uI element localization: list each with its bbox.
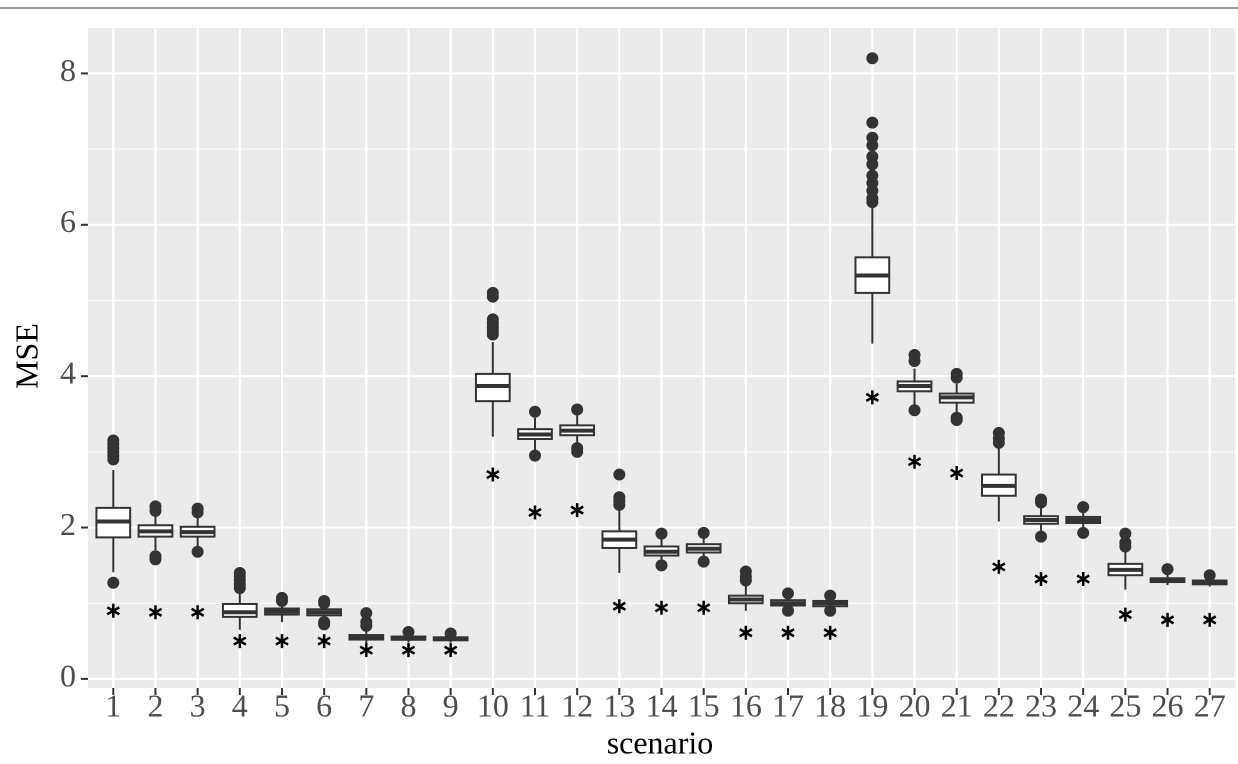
x-tick-label: 26 bbox=[1152, 687, 1184, 723]
x-tick-label: 5 bbox=[274, 687, 290, 723]
outlier bbox=[909, 355, 921, 367]
outlier bbox=[529, 406, 541, 418]
outlier bbox=[402, 626, 414, 638]
x-tick-label: 24 bbox=[1067, 687, 1099, 723]
x-tick-label: 22 bbox=[983, 687, 1015, 723]
outlier bbox=[318, 618, 330, 630]
outlier bbox=[571, 403, 583, 415]
outlier bbox=[613, 469, 625, 481]
outlier bbox=[656, 528, 668, 540]
x-tick-label: 12 bbox=[561, 687, 593, 723]
x-tick-label: 3 bbox=[190, 687, 206, 723]
outlier bbox=[698, 556, 710, 568]
outlier bbox=[149, 505, 161, 517]
outlier bbox=[866, 196, 878, 208]
outlier bbox=[1077, 501, 1089, 513]
y-tick-label: 6 bbox=[60, 203, 76, 239]
outlier bbox=[866, 139, 878, 151]
outlier bbox=[1077, 527, 1089, 539]
chart: scenario MSE 024681234567891011121314151… bbox=[0, 0, 1238, 764]
page: scenario MSE 024681234567891011121314151… bbox=[0, 0, 1238, 764]
y-tick-label: 8 bbox=[60, 52, 76, 88]
outlier bbox=[993, 437, 1005, 449]
outlier bbox=[824, 605, 836, 617]
x-tick-label: 13 bbox=[603, 687, 635, 723]
x-tick-label: 14 bbox=[646, 687, 678, 723]
x-tick-label: 15 bbox=[688, 687, 720, 723]
outlier bbox=[782, 587, 794, 599]
outlier bbox=[192, 546, 204, 558]
outlier bbox=[740, 575, 752, 587]
outlier bbox=[1204, 569, 1216, 581]
outlier bbox=[107, 453, 119, 465]
x-tick-label: 17 bbox=[772, 687, 804, 723]
outlier bbox=[824, 590, 836, 602]
x-tick-label: 6 bbox=[316, 687, 332, 723]
x-tick-label: 4 bbox=[232, 687, 248, 723]
y-tick-label: 4 bbox=[60, 355, 76, 391]
outlier bbox=[866, 158, 878, 170]
x-tick-label: 20 bbox=[899, 687, 931, 723]
outlier bbox=[318, 597, 330, 609]
outlier bbox=[529, 450, 541, 462]
x-tick-label: 7 bbox=[358, 687, 374, 723]
x-tick-label: 25 bbox=[1109, 687, 1141, 723]
outlier bbox=[234, 582, 246, 594]
outlier bbox=[866, 117, 878, 129]
x-tick-label: 21 bbox=[941, 687, 973, 723]
x-tick-label: 1 bbox=[105, 687, 121, 723]
outlier bbox=[149, 553, 161, 565]
x-tick-label: 10 bbox=[477, 687, 509, 723]
outlier bbox=[1119, 540, 1131, 552]
outlier bbox=[1162, 563, 1174, 575]
outlier bbox=[951, 372, 963, 384]
outlier bbox=[909, 404, 921, 416]
outlier bbox=[1035, 531, 1047, 543]
outlier bbox=[487, 329, 499, 341]
outlier bbox=[445, 628, 457, 640]
outlier bbox=[656, 559, 668, 571]
outlier bbox=[1035, 497, 1047, 509]
x-tick-label: 19 bbox=[856, 687, 888, 723]
x-tick-label: 18 bbox=[814, 687, 846, 723]
x-tick-label: 11 bbox=[520, 687, 551, 723]
x-tick-label: 2 bbox=[147, 687, 163, 723]
outlier bbox=[192, 506, 204, 518]
outlier bbox=[698, 527, 710, 539]
outlier bbox=[360, 620, 372, 632]
x-tick-label: 9 bbox=[443, 687, 459, 723]
outlier bbox=[571, 446, 583, 458]
outlier bbox=[276, 595, 288, 607]
y-tick-label: 0 bbox=[60, 657, 76, 693]
x-axis-title: scenario bbox=[607, 724, 714, 760]
x-tick-label: 27 bbox=[1194, 687, 1226, 723]
outlier bbox=[107, 577, 119, 589]
x-tick-label: 8 bbox=[400, 687, 416, 723]
y-axis-title: MSE bbox=[8, 323, 44, 389]
x-tick-label: 16 bbox=[730, 687, 762, 723]
outlier bbox=[866, 52, 878, 64]
y-tick-label: 2 bbox=[60, 506, 76, 542]
x-tick-label: 23 bbox=[1025, 687, 1057, 723]
outlier bbox=[613, 499, 625, 511]
outlier bbox=[782, 605, 794, 617]
outlier bbox=[487, 291, 499, 303]
outlier bbox=[951, 414, 963, 426]
